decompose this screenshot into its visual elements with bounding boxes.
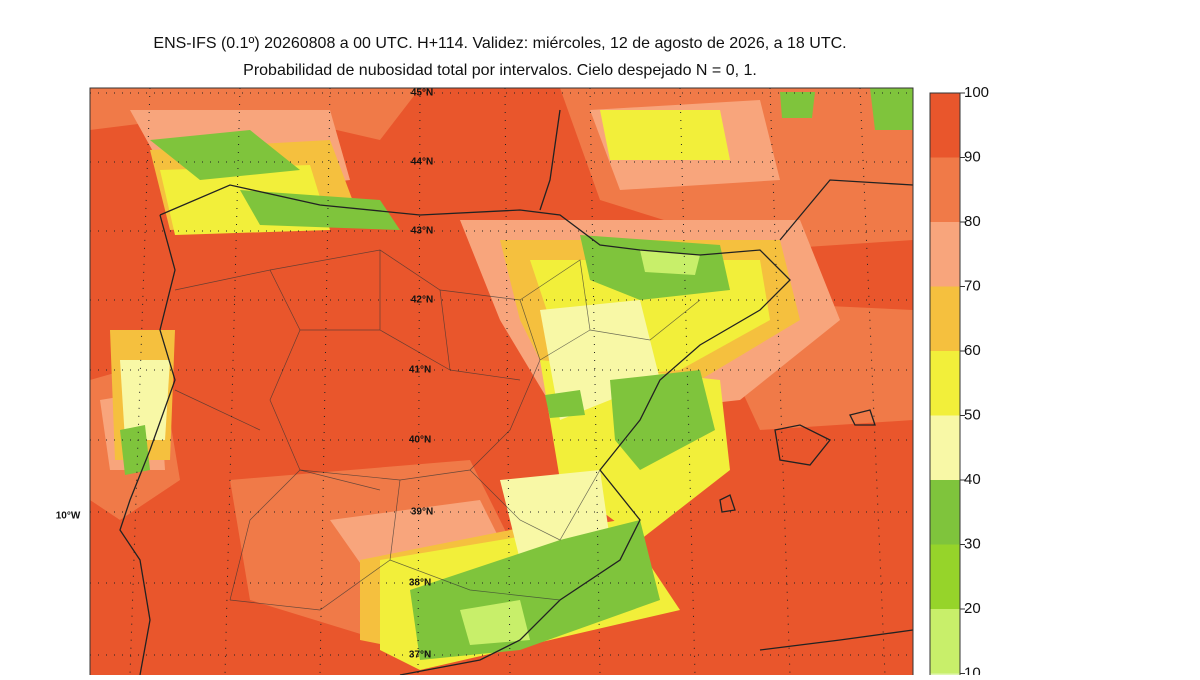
map-field [90,88,913,680]
map-frame [89,87,914,680]
lat-label: 38°N [409,578,431,589]
lat-labels: 45°N 44°N 43°N 42°N 41°N 40°N 39°N 38°N 37°N [409,88,433,661]
subtitle: Probabilidad de nubosidad total por inte… [243,62,757,79]
colorbar: 100 90 80 70 60 50 40 30 20 10 [929,84,989,680]
colorbar-band [930,93,960,158]
lat-label: 45°N [411,88,433,99]
colorbar-band [930,351,960,416]
colorbar-band [930,480,960,545]
lat-label: 37°N [409,650,431,661]
colorbar-label: 80 [964,213,981,230]
colorbar-label: 100 [964,84,989,101]
colorbar-band [930,222,960,287]
colorbar-label: 60 [964,342,981,359]
colorbar-label: 40 [964,471,981,488]
lat-label: 44°N [411,157,433,168]
colorbar-band [930,286,960,351]
coastline [119,109,913,676]
colorbar-frame [929,92,961,680]
colorbar-label: 10 [964,664,981,675]
lon-label: 10°W [56,511,81,522]
colorbar-label: 90 [964,148,981,165]
borders [174,249,701,611]
colorbar-band [930,544,960,609]
colorbar-label: 70 [964,277,981,294]
field-10 [460,250,700,645]
colorbar-label: 30 [964,535,981,552]
lat-label: 42°N [411,295,433,306]
title: ENS-IFS (0.1º) 20260808 a 00 UTC. H+114.… [153,35,846,52]
colorbar-label: 50 [964,406,981,423]
colorbar-label: 20 [964,600,981,617]
colorbar-band [930,157,960,222]
colorbar-band [930,609,960,674]
lat-label: 40°N [409,435,431,446]
colorbar-band [930,415,960,480]
lat-label: 41°N [409,365,431,376]
lat-label: 39°N [411,507,433,518]
lat-label: 43°N [411,226,433,237]
